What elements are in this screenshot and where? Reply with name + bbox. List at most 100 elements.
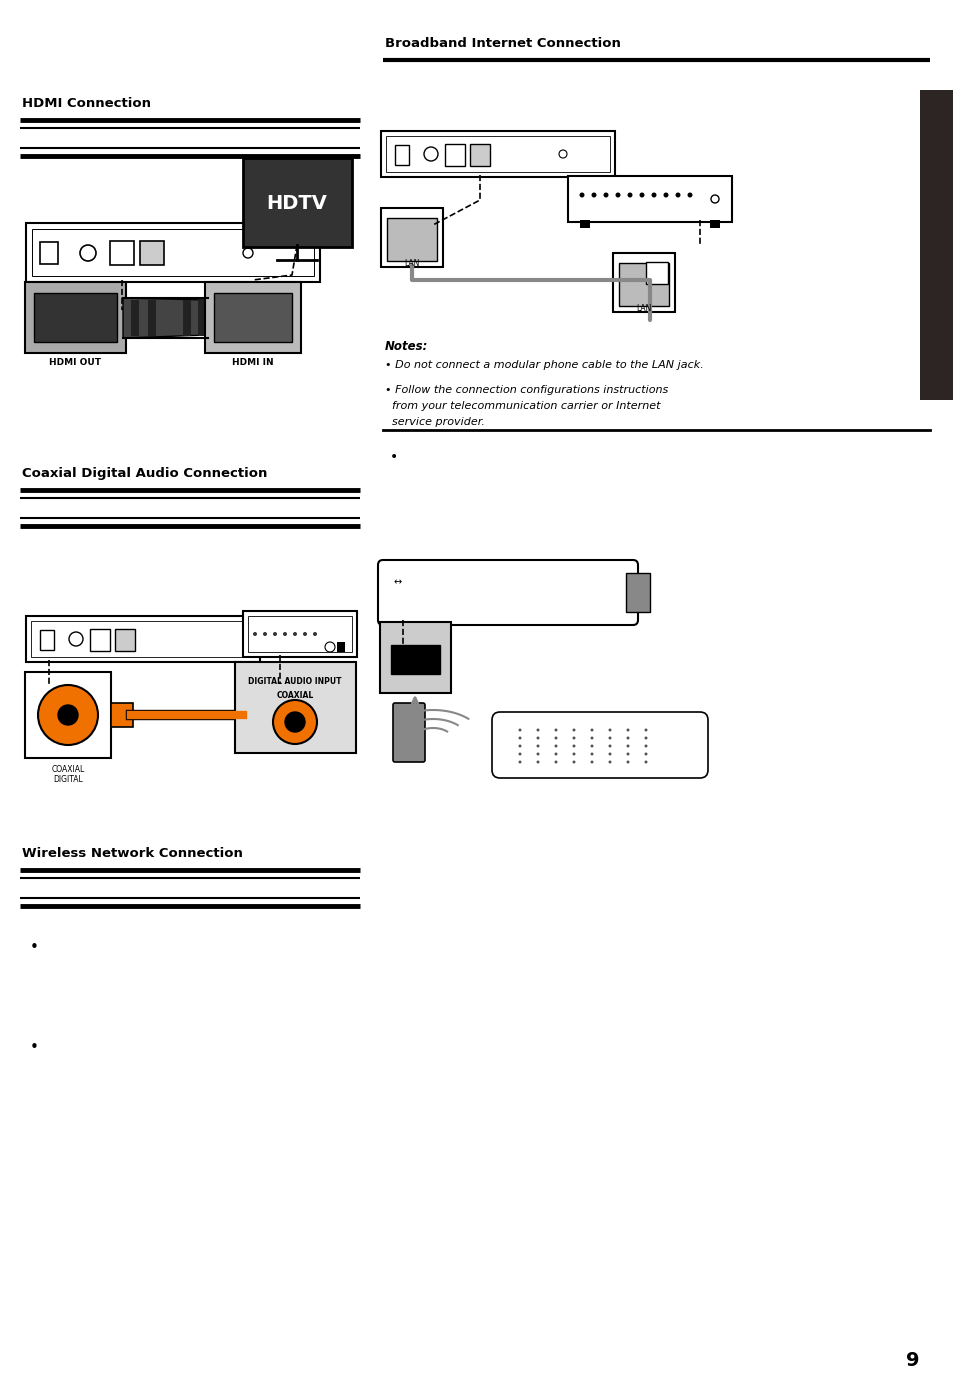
FancyBboxPatch shape [391,645,439,674]
Circle shape [590,752,593,756]
Circle shape [626,760,629,763]
Circle shape [273,701,316,744]
Text: ↔: ↔ [394,577,401,587]
Circle shape [518,745,521,748]
Circle shape [590,745,593,748]
Text: •: • [30,1040,39,1055]
FancyBboxPatch shape [90,630,110,651]
Circle shape [293,632,296,637]
Circle shape [608,728,611,731]
Circle shape [325,642,335,652]
Circle shape [626,752,629,756]
Bar [198,300,206,336]
FancyBboxPatch shape [492,712,707,778]
Circle shape [518,752,521,756]
Bar [395,145,409,165]
FancyBboxPatch shape [30,621,254,657]
FancyBboxPatch shape [243,158,352,247]
FancyBboxPatch shape [115,630,135,651]
Circle shape [536,760,539,763]
Text: LAN: LAN [404,259,419,268]
Circle shape [627,192,632,197]
Circle shape [285,712,305,733]
Circle shape [644,728,647,731]
Circle shape [423,147,437,161]
FancyBboxPatch shape [26,616,260,662]
Text: •: • [30,940,39,955]
Bar [40,242,58,264]
Circle shape [608,745,611,748]
Circle shape [518,737,521,739]
FancyBboxPatch shape [243,612,356,657]
Circle shape [590,728,593,731]
Text: ↔: ↔ [410,646,420,659]
Text: Notes:: Notes: [385,341,428,353]
Bar [709,220,720,228]
Circle shape [572,745,575,748]
Text: COAXIAL
DIGITAL: COAXIAL DIGITAL [51,765,85,784]
Circle shape [518,728,521,731]
Circle shape [644,737,647,739]
Circle shape [662,192,668,197]
FancyBboxPatch shape [379,621,451,694]
Circle shape [518,760,521,763]
Circle shape [651,192,656,197]
Circle shape [536,737,539,739]
Circle shape [243,247,253,259]
FancyBboxPatch shape [444,145,464,165]
Circle shape [608,737,611,739]
Text: •: • [390,450,397,464]
Circle shape [644,760,647,763]
FancyBboxPatch shape [140,240,164,265]
Circle shape [554,752,557,756]
Circle shape [558,150,566,158]
FancyBboxPatch shape [205,282,301,353]
Circle shape [590,760,593,763]
Circle shape [626,737,629,739]
Text: 9: 9 [905,1351,919,1371]
Circle shape [644,752,647,756]
FancyBboxPatch shape [32,229,314,277]
FancyBboxPatch shape [919,90,953,400]
Circle shape [273,632,276,637]
Circle shape [572,752,575,756]
Bar [183,300,191,336]
Text: • Do not connect a modular phone cable to the LAN jack.: • Do not connect a modular phone cable t… [385,360,703,370]
Bar [579,220,589,228]
Circle shape [38,685,98,745]
Circle shape [644,745,647,748]
Text: HDMI IN: HDMI IN [232,359,274,367]
FancyBboxPatch shape [34,293,117,342]
FancyBboxPatch shape [25,671,111,758]
Circle shape [639,192,644,197]
Bar [148,300,156,336]
Text: HDMI Connection: HDMI Connection [22,97,151,110]
FancyBboxPatch shape [613,253,675,311]
Circle shape [58,705,78,726]
FancyBboxPatch shape [567,177,731,222]
FancyBboxPatch shape [645,261,667,284]
Text: Broadband Internet Connection: Broadband Internet Connection [385,38,620,50]
Bar [131,300,139,336]
Text: • Follow the connection configurations instructions: • Follow the connection configurations i… [385,385,667,395]
Circle shape [687,192,692,197]
Circle shape [536,752,539,756]
Circle shape [603,192,608,197]
FancyBboxPatch shape [377,560,638,626]
FancyBboxPatch shape [110,240,133,265]
FancyBboxPatch shape [111,703,132,727]
FancyBboxPatch shape [386,136,609,172]
FancyBboxPatch shape [470,145,490,165]
FancyBboxPatch shape [25,282,126,353]
Circle shape [578,192,584,197]
Bar [40,630,54,651]
Circle shape [536,728,539,731]
FancyBboxPatch shape [248,616,352,652]
Text: service provider.: service provider. [385,417,484,427]
FancyBboxPatch shape [26,222,319,282]
Text: HDTV: HDTV [266,193,327,213]
FancyBboxPatch shape [380,208,442,267]
FancyBboxPatch shape [618,263,668,306]
Circle shape [554,745,557,748]
Text: from your telecommunication carrier or Internet: from your telecommunication carrier or I… [385,400,659,411]
